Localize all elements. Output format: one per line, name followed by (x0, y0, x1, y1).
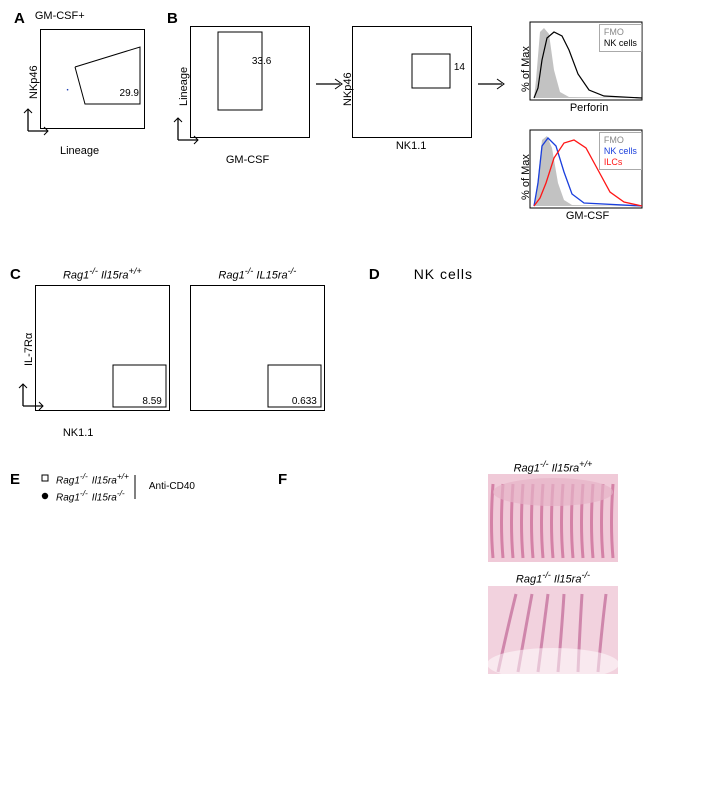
panel-a-gate: 29.9 (118, 88, 141, 99)
panel-b1-ylabel: Lineage (178, 67, 190, 106)
panel-e: E Rag1-/- Il15ra+/+ Rag1-/- Il15ra-/- (10, 471, 260, 650)
panel-c-right-title: Rag1-/- IL15ra-/- (190, 266, 325, 282)
panel-e-treatment: Anti-CD40 (149, 481, 195, 492)
panel-c-right-gate: 0.633 (290, 396, 319, 407)
panel-c-ylabel: IL-7Rα (23, 333, 35, 366)
panel-c: C Rag1-/- Il15ra+/+ 8.59 (10, 266, 325, 411)
tissue2-title: Rag1-/- Il15ra-/- (488, 570, 618, 586)
panel-c-xlabel: NK1.1 (63, 427, 94, 439)
panel-d: D NK cells (369, 266, 545, 409)
panel-b-label: B (167, 10, 178, 27)
histo1-xlabel: Perforin (570, 102, 609, 114)
panel-b-scatter1: 33.6 (190, 26, 310, 138)
histo2-ylabel: % of Max (520, 154, 532, 200)
panel-c-left-gate: 8.59 (140, 396, 163, 407)
panel-f-label: F (278, 471, 287, 488)
panel-f-images: Rag1-/- Il15ra+/+ Rag1-/- Il15ra-/- (488, 459, 618, 674)
tissue-image-1 (488, 474, 618, 562)
panel-f: F (278, 471, 444, 632)
panel-c-scatter-left: 8.59 (35, 285, 170, 411)
histo2-xlabel: GM-CSF (566, 210, 609, 222)
panel-a-title: GM-CSF+ (35, 10, 85, 22)
panel-b1-gate: 33.6 (250, 56, 273, 67)
panel-b2-gate: 14 (452, 62, 467, 73)
panel-b-histo2: % of Max GM-CSF FMO NK cells ILCs (514, 128, 644, 218)
panel-a-scatter: 29.9 (40, 29, 145, 129)
histo1-ylabel: % of Max (520, 46, 532, 92)
panel-b2-xlabel: NK1.1 (396, 140, 427, 152)
panel-e-label: E (10, 471, 20, 488)
panel-b-histo1: % of Max Perforin FMO NK cells (514, 20, 644, 110)
panel-b2-ylabel: NKp46 (342, 72, 354, 106)
panel-d-title: NK cells (414, 266, 473, 282)
panel-a: A GM-CSF+ 29.9 NKp46 L (14, 10, 159, 129)
panel-b: B 33.6 Lineage GM-CSF (167, 10, 644, 218)
panel-b1-xlabel: GM-CSF (226, 154, 269, 166)
panel-e-legend: Rag1-/- Il15ra+/+ Rag1-/- Il15ra-/- Anti… (40, 471, 195, 504)
panel-c-scatter-right: 0.633 (190, 285, 325, 411)
panel-d-label: D (369, 266, 380, 283)
histo2-legend: FMO NK cells ILCs (599, 132, 642, 170)
panel-a-label: A (14, 10, 25, 27)
histo1-legend: FMO NK cells (599, 24, 642, 52)
tissue1-title: Rag1-/- Il15ra+/+ (488, 459, 618, 475)
panel-c-left-title: Rag1-/- Il15ra+/+ (35, 266, 170, 282)
panel-a-ylabel: NKp46 (28, 65, 40, 99)
arrow-icon (478, 76, 508, 92)
panel-e-linechart (40, 509, 260, 649)
panel-d-barchart (405, 289, 545, 409)
panel-a-xlabel: Lineage (60, 145, 99, 157)
panel-b-scatter2: 14 (352, 26, 472, 138)
panel-f-barchart (314, 492, 444, 632)
tissue-image-2 (488, 586, 618, 674)
